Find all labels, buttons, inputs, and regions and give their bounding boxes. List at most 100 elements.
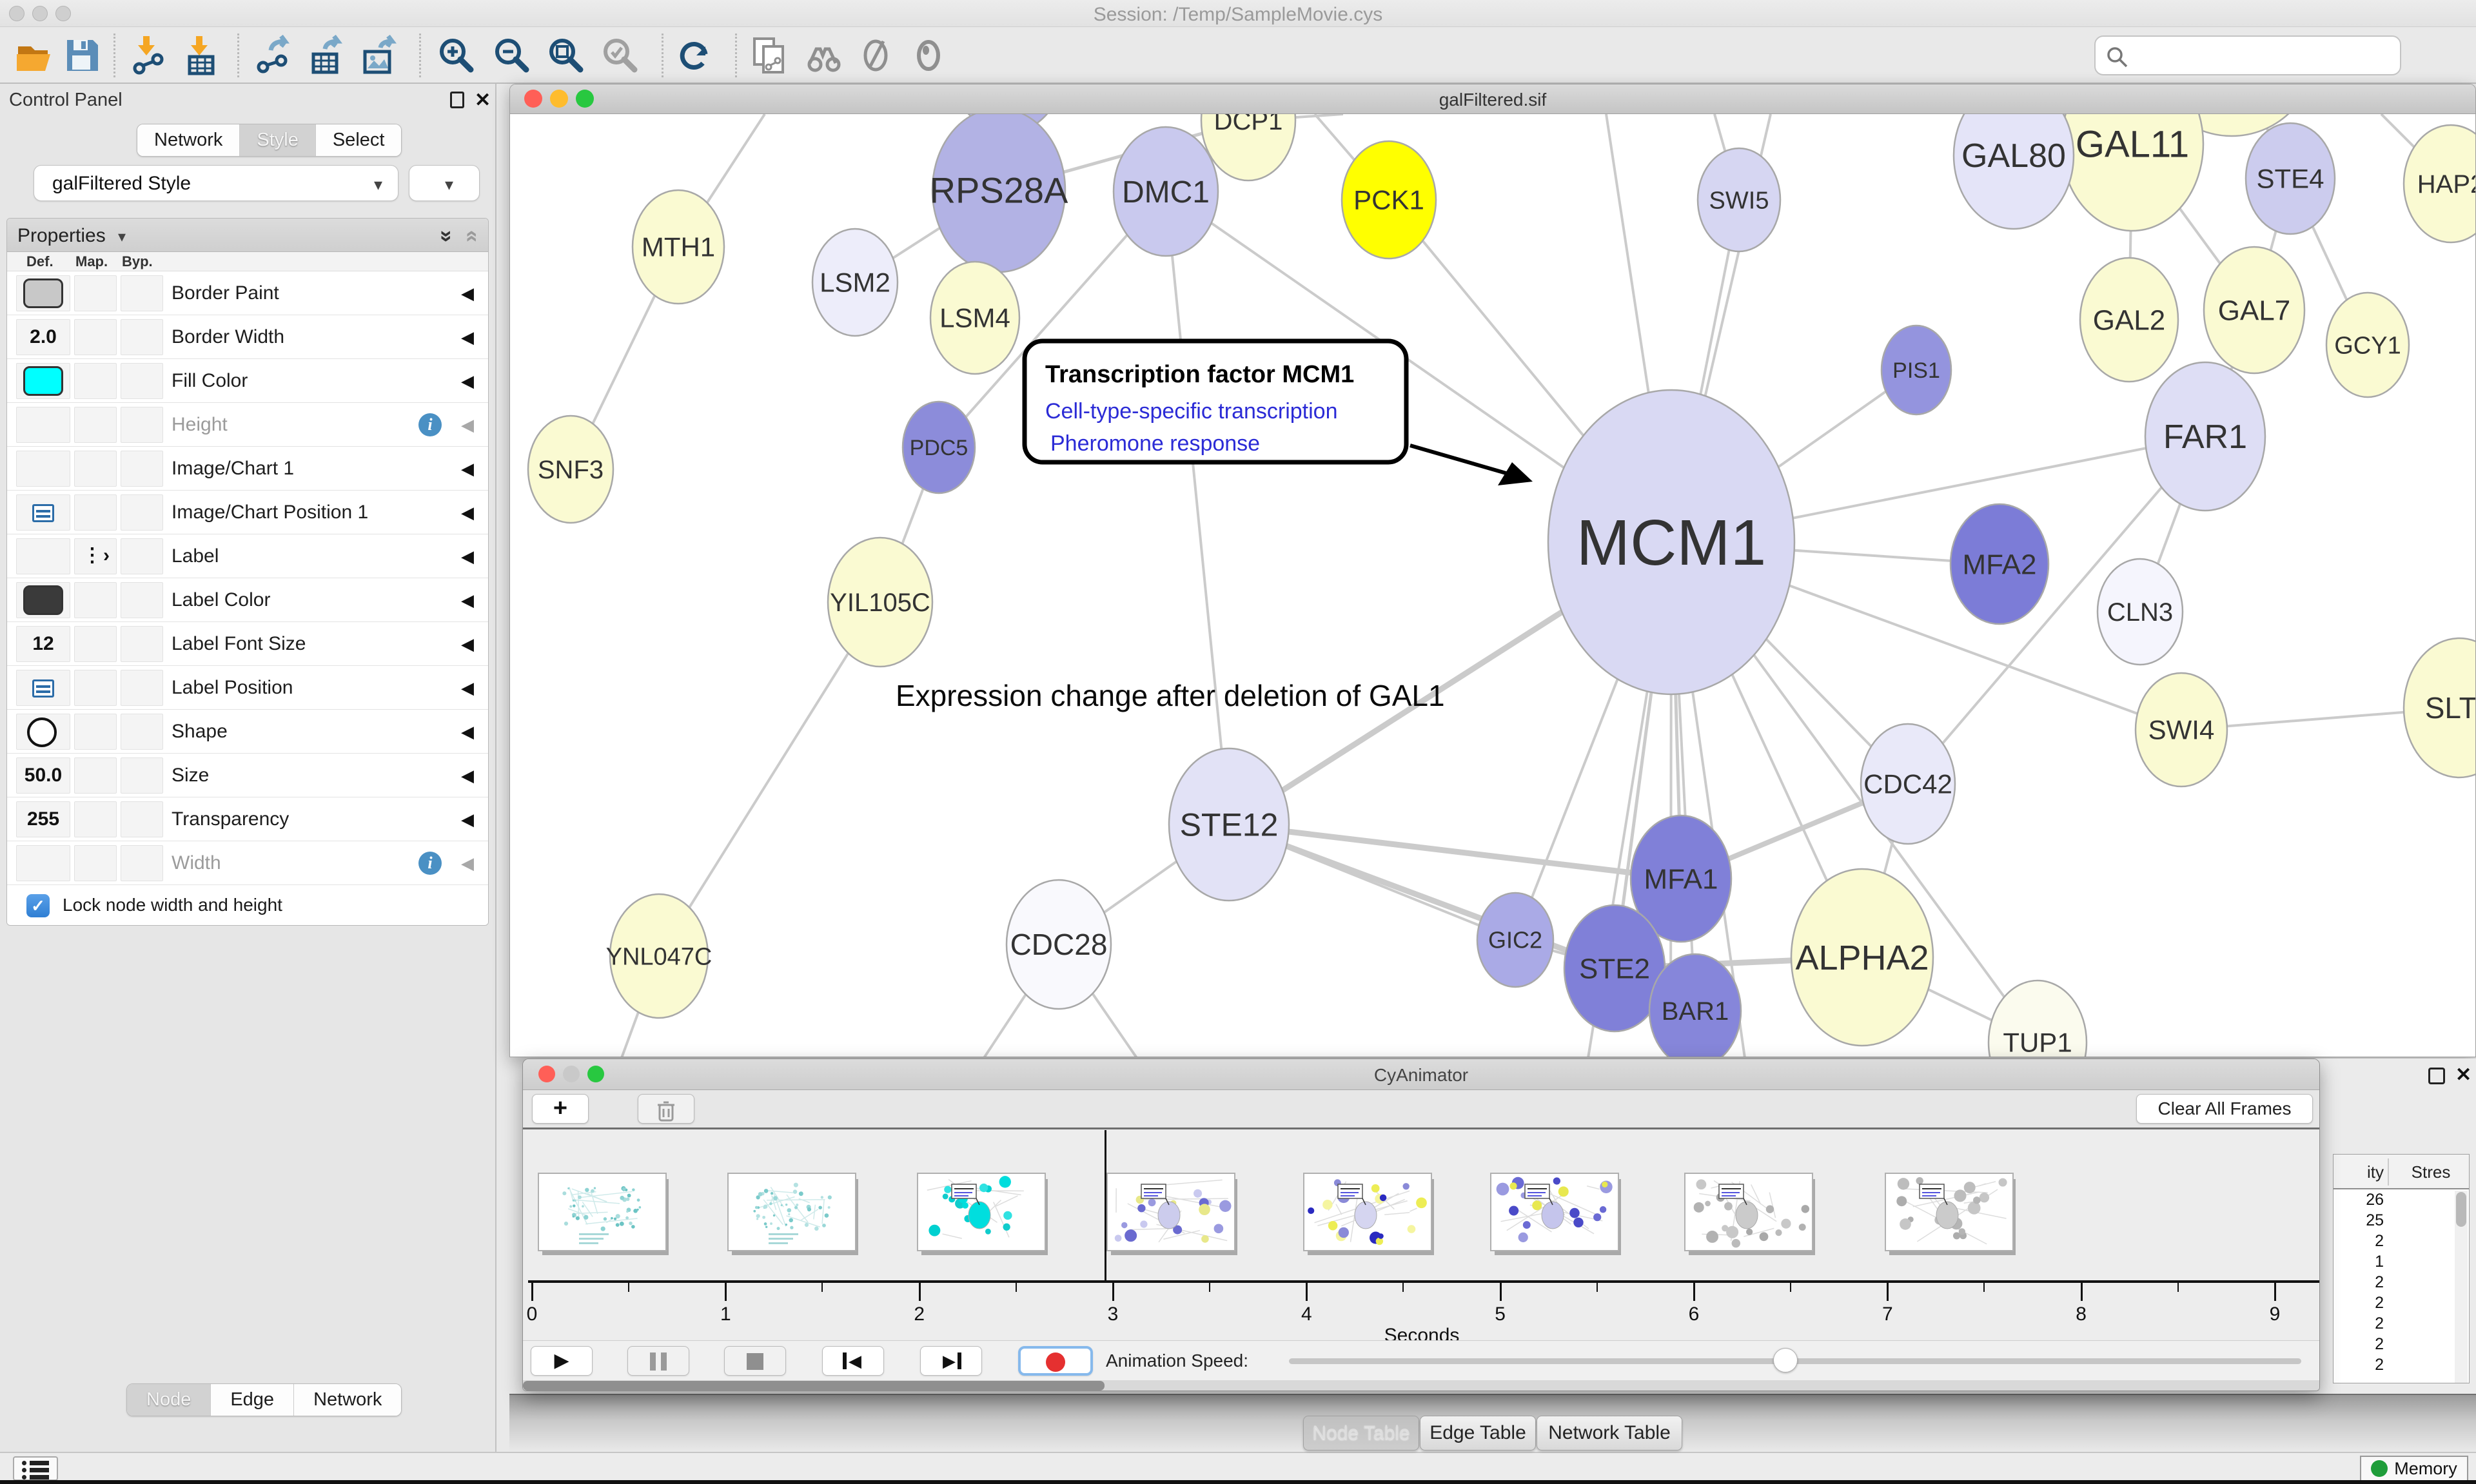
zoom-out-icon[interactable] (491, 35, 533, 76)
network-node-dmc1[interactable]: DMC1 (1112, 126, 1219, 257)
lock-checkbox[interactable]: ✓ (26, 894, 50, 917)
frame-thumbnail-7[interactable] (1885, 1173, 2014, 1251)
expand-row-icon[interactable]: ◀ (461, 766, 474, 785)
table-cell-value[interactable]: 2 (2375, 1356, 2384, 1374)
node-table[interactable]: ity Stres 26 25 2 1 2 2 2 2 2 (2333, 1154, 2470, 1383)
window-close-button[interactable] (538, 1066, 555, 1082)
expand-row-icon[interactable]: ◀ (461, 634, 474, 654)
network-node-mfa2[interactable]: MFA2 (1949, 503, 2050, 625)
table-cell-value[interactable]: 1 (2375, 1253, 2384, 1271)
show-all-icon[interactable] (909, 35, 950, 76)
property-row-border-width[interactable]: 2.0 Border Width ◀ (7, 315, 488, 359)
expand-row-icon[interactable]: ◀ (461, 327, 474, 347)
expand-row-icon[interactable]: ◀ (461, 503, 474, 522)
memory-button[interactable]: Memory (2360, 1456, 2468, 1481)
network-node-swi5[interactable]: SWI5 (1696, 147, 1782, 253)
network-node-cdc42[interactable]: CDC42 (1860, 723, 1956, 845)
tab-edge[interactable]: Edge (211, 1384, 295, 1416)
export-image-icon[interactable] (359, 34, 400, 76)
column-header-centrality[interactable]: ity (2367, 1162, 2384, 1182)
play-button[interactable]: ▶ (531, 1346, 593, 1376)
default-value[interactable]: 50.0 (24, 765, 63, 786)
export-network-icon[interactable] (253, 34, 294, 76)
app-minimize-button[interactable] (32, 6, 48, 21)
style-options-button[interactable]: ▾ (409, 165, 480, 201)
stop-button[interactable] (724, 1346, 786, 1376)
info-icon[interactable]: i (418, 413, 442, 436)
window-minimize-button[interactable] (550, 90, 568, 108)
color-swatch[interactable] (23, 278, 63, 308)
property-row-border-paint[interactable]: Border Paint ◀ (7, 271, 488, 315)
tab-edge-table[interactable]: Edge Table (1420, 1416, 1536, 1450)
network-node-snf3[interactable]: SNF3 (527, 415, 614, 524)
mcm1-annotation[interactable]: Transcription factor MCM1 Cell-type-speci… (1022, 338, 1533, 485)
float-panel-icon[interactable] (450, 92, 464, 108)
expand-row-icon[interactable]: ◀ (461, 371, 474, 391)
color-swatch[interactable] (23, 585, 63, 615)
search-input[interactable] (2094, 35, 2401, 75)
expand-row-icon[interactable]: ◀ (461, 722, 474, 741)
property-row-size[interactable]: 50.0 Size ◀ (7, 754, 488, 797)
add-frame-button[interactable]: + (532, 1094, 589, 1124)
slider-thumb[interactable] (1773, 1348, 1798, 1372)
network-node-gic2[interactable]: GIC2 (1476, 892, 1555, 988)
property-row-image-chart-1[interactable]: Image/Chart 1 ◀ (7, 447, 488, 491)
network-node-bar1[interactable]: BAR1 (1648, 953, 1742, 1057)
network-node-pdc5[interactable]: PDC5 (901, 400, 976, 494)
open-session-icon[interactable] (15, 35, 57, 76)
first-neighbors-icon[interactable] (803, 35, 845, 76)
expand-row-icon[interactable]: ◀ (461, 678, 474, 698)
property-row-label-color[interactable]: Label Color ◀ (7, 578, 488, 622)
tab-node-table[interactable]: Node Table (1303, 1416, 1419, 1450)
expand-row-icon[interactable]: ◀ (461, 591, 474, 610)
frame-thumbnail-3[interactable] (1106, 1173, 1235, 1251)
tab-style[interactable]: Style (240, 124, 316, 156)
zoom-fit-icon[interactable] (545, 35, 587, 76)
property-row-image-chart-position-1[interactable]: Image/Chart Position 1 ◀ (7, 491, 488, 534)
property-row-fill-color[interactable]: Fill Color ◀ (7, 359, 488, 403)
skip-to-end-button[interactable]: ▶ (920, 1346, 982, 1376)
network-canvas[interactable]: DCP1 GAL11 GAL80 RPS28A DMC1 PCK1 SWI5 STE4 HAP2… (510, 84, 2475, 1057)
export-table-icon[interactable] (306, 34, 347, 76)
import-table-icon[interactable] (181, 35, 222, 76)
network-node-pck1[interactable]: PCK1 (1341, 140, 1437, 260)
table-cell-value[interactable]: 26 (2366, 1191, 2384, 1209)
column-header-stress[interactable]: Stres (2411, 1162, 2451, 1182)
tab-network[interactable]: Network (137, 124, 241, 156)
network-node-pis1[interactable]: PIS1 (1880, 324, 1952, 416)
network-node-gal11[interactable]: GAL11 (2060, 84, 2205, 232)
window-close-button[interactable] (524, 90, 542, 108)
network-node-ste4[interactable]: STE4 (2245, 122, 2336, 235)
property-row-transparency[interactable]: 255 Transparency ◀ (7, 797, 488, 841)
expand-row-icon[interactable]: ◀ (461, 547, 474, 566)
clone-network-icon[interactable] (749, 35, 791, 76)
expand-row-icon[interactable]: ◀ (461, 459, 474, 478)
network-node-lsm4[interactable]: LSM4 (929, 260, 1021, 375)
property-row-label-position[interactable]: Label Position ◀ (7, 666, 488, 710)
zoom-in-icon[interactable] (436, 35, 477, 76)
table-cell-value[interactable]: 2 (2375, 1273, 2384, 1291)
cyanimator-titlebar[interactable]: CyAnimator (523, 1059, 2319, 1090)
chevron-down-icon[interactable]: ▾ (118, 228, 126, 246)
network-node-mth1[interactable]: MTH1 (631, 189, 725, 305)
default-value[interactable]: 2.0 (30, 326, 57, 347)
zoom-selected-icon[interactable] (600, 35, 641, 76)
property-row-shape[interactable]: Shape ◀ (7, 710, 488, 754)
hide-selected-icon[interactable] (856, 35, 898, 76)
expand-row-icon[interactable]: ◀ (461, 415, 474, 434)
pause-button[interactable] (627, 1346, 689, 1376)
table-cell-value[interactable]: 25 (2366, 1211, 2384, 1229)
table-cell-value[interactable]: 2 (2375, 1335, 2384, 1353)
close-panel-icon[interactable]: ✕ (475, 90, 491, 111)
network-node-mcm1[interactable]: MCM1 (1547, 389, 1796, 696)
network-node-rps28a[interactable]: RPS28A (930, 107, 1068, 273)
network-window-titlebar[interactable]: galFiltered.sif (510, 84, 2475, 114)
app-zoom-button[interactable] (55, 6, 71, 21)
expand-all-icon[interactable]: » (434, 230, 459, 242)
network-node-mfa1[interactable]: MFA1 (1629, 814, 1733, 943)
network-node-far1[interactable]: FAR1 (2144, 361, 2266, 512)
frame-thumbnail-5[interactable] (1490, 1173, 1619, 1251)
property-row-width[interactable]: Width i ◀ (7, 841, 488, 885)
task-list-icon[interactable] (13, 1456, 58, 1481)
